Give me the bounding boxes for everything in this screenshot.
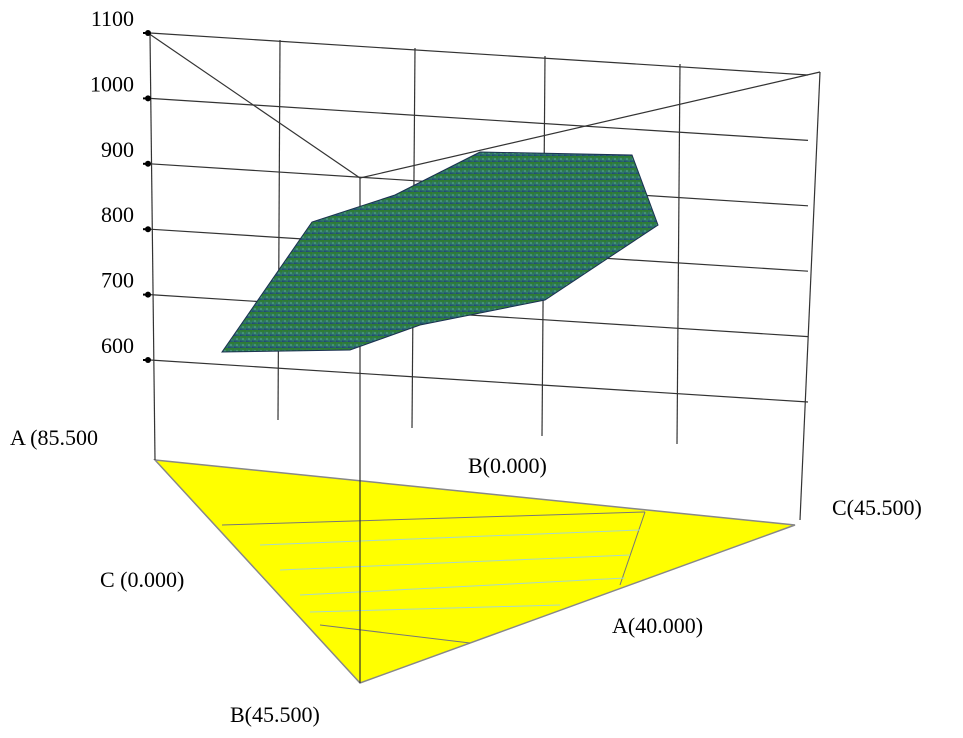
contour [299,577,626,596]
grid-line [149,359,809,403]
contour [259,529,641,546]
corner-label: B(45.500) [230,702,320,727]
corner-label: B(0.000) [468,453,547,478]
z-tick-label: 900 [101,137,134,162]
corner-label: C(45.500) [832,495,922,520]
grid-line [149,32,809,76]
z-tick-label: 700 [101,268,134,293]
z-tick-label: 1000 [90,71,134,96]
z-tick-label: 1100 [91,6,134,31]
corner-label: C (0.000) [100,567,184,592]
frame-edge [149,32,156,461]
base-face [153,459,796,684]
frame-edge [277,39,281,421]
z-tick-label: 600 [101,333,134,358]
contour [221,511,646,526]
response-surface [221,151,659,353]
contour [319,624,471,644]
contour [279,554,631,571]
z-tick-label: 800 [101,202,134,227]
contour [309,604,561,613]
tick-dot [145,357,151,363]
tick-dot [145,226,151,233]
frame-edge [799,71,821,521]
corner-label: A (85.500 [10,425,98,450]
base-triangle [153,459,796,684]
tick-dot [145,30,151,36]
frame-edge [676,63,681,445]
corner-label: A(40.000) [612,613,703,638]
tick-dot [145,291,151,298]
grid-line [149,97,809,141]
corner-labels: A (85.500 B(0.000) C(45.500) C (0.000) A(40.… [10,425,922,727]
contour [619,511,646,586]
tick-dot [145,95,151,102]
tick-dot [145,160,151,167]
frame-edge [359,71,821,179]
